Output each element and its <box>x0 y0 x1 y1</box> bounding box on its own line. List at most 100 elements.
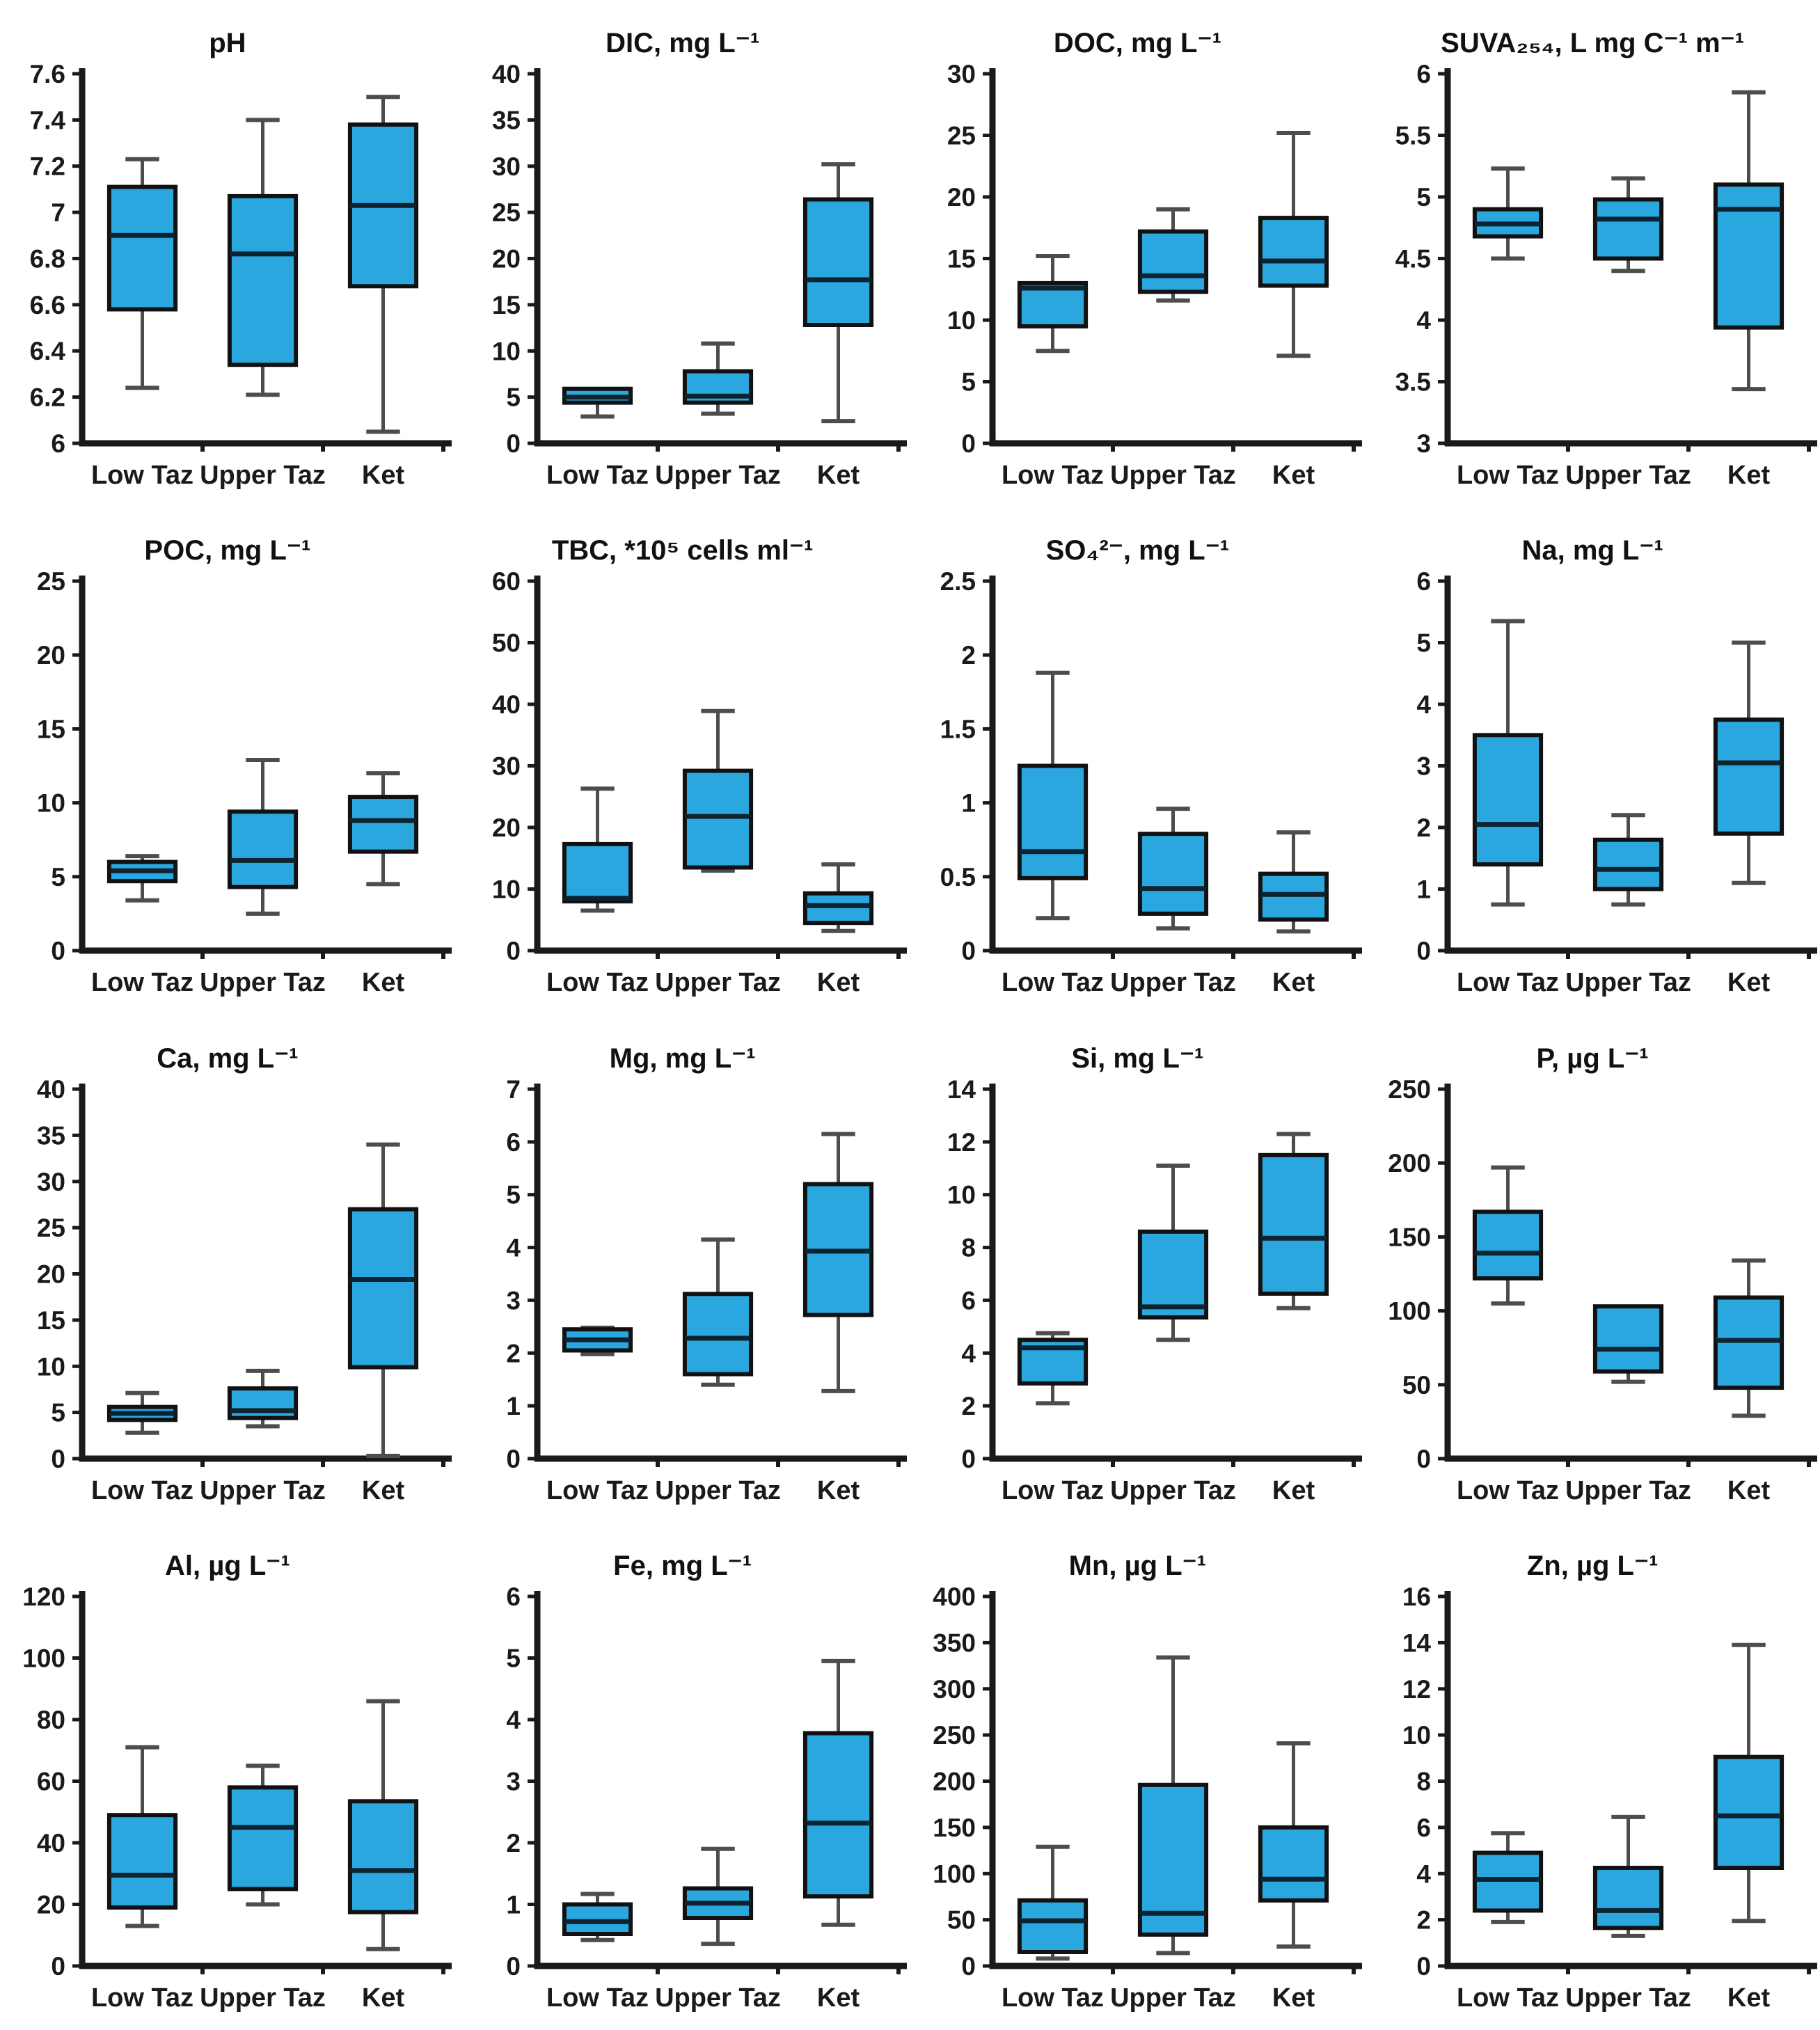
iqr-box <box>1137 1229 1208 1319</box>
iqr-box <box>803 197 874 327</box>
box-low-taz <box>1017 1844 1088 1961</box>
category-label: Ket <box>362 1476 405 1505</box>
y-tick-label: 5 <box>507 1644 521 1672</box>
box-upper-taz <box>228 1763 299 1907</box>
category-label: Upper Taz <box>1110 1476 1236 1505</box>
subplot-dic: DIC, mg L⁻¹ 0 5 10 15 20 25 30 35 40 Low Taz Upper… <box>455 0 910 507</box>
y-tick-label: 6 <box>1416 1814 1431 1842</box>
y-tick-label: 1 <box>961 789 976 818</box>
iqr-box <box>1137 229 1208 294</box>
y-tick-label: 1 <box>1416 875 1431 904</box>
iqr-box <box>1713 182 1784 330</box>
iqr-box <box>228 1785 299 1892</box>
boxplot-svg-dic: 0 5 10 15 20 25 30 35 40 Low Taz Upper Taz Ket <box>492 63 908 490</box>
y-tick-label: 0 <box>1416 1952 1431 1981</box>
plot-title-mn: Mn, µg L⁻¹ <box>1068 1550 1207 1581</box>
y-tick-label: 6.6 <box>30 291 65 319</box>
category-label: Ket <box>362 968 405 997</box>
subplot-na: Na, mg L⁻¹ 0 1 2 3 4 5 6 Low Taz Upper Taz Ket <box>1365 507 1820 1015</box>
plot-title-zn: Zn, µg L⁻¹ <box>1526 1550 1659 1581</box>
y-tick-label: 80 <box>37 1706 65 1734</box>
category-label: Upper Taz <box>655 968 781 997</box>
y-tick-label: 7.6 <box>30 63 65 88</box>
iqr-box <box>1017 1898 1088 1954</box>
iqr-box <box>107 184 178 312</box>
y-tick-label: 5 <box>961 368 976 397</box>
y-tick-label: 40 <box>37 1078 65 1104</box>
category-label: Low Taz <box>546 1983 649 2013</box>
box-ket <box>803 862 874 933</box>
plot-title-suva254: SUVA₂₅₄, L mg C⁻¹ m⁻¹ <box>1441 28 1745 58</box>
iqr-box <box>683 768 754 870</box>
iqr-box <box>1592 197 1663 261</box>
subplot-mg: Mg, mg L⁻¹ 0 1 2 3 4 5 6 7 Low Taz Upper Taz Ket <box>455 1015 910 1523</box>
subplot-doc: DOC, mg L⁻¹ 0 5 10 15 20 25 30 Low Taz Upper Taz… <box>910 0 1366 507</box>
y-tick-label: 100 <box>1388 1296 1431 1325</box>
y-tick-label: 5 <box>52 1398 66 1427</box>
box-low-taz <box>1472 166 1543 261</box>
boxplot-svg-tbc: 0 10 20 30 40 50 60 Low Taz Upper Taz Ket <box>492 570 908 997</box>
plot-title-p: P, µg L⁻¹ <box>1536 1042 1649 1074</box>
subplot-poc: POC, mg L⁻¹ 0 5 10 15 20 25 Low Taz Upper Taz Ke… <box>0 507 455 1015</box>
category-label: Ket <box>817 1983 860 2013</box>
box-upper-taz <box>1592 1303 1663 1384</box>
category-label: Upper Taz <box>1565 1983 1691 2013</box>
y-tick-label: 50 <box>947 1905 976 1934</box>
y-tick-label: 10 <box>37 789 65 818</box>
iqr-box <box>1258 216 1329 288</box>
box-ket <box>1713 1642 1784 1924</box>
category-label: Ket <box>1272 1983 1315 2013</box>
subplot-al: Al, µg L⁻¹ 0 20 40 60 80 100 120 Low Taz Upper T… <box>0 1523 455 2030</box>
y-tick-label: 3.5 <box>1395 368 1430 397</box>
box-ket <box>1713 90 1784 392</box>
y-tick-label: 50 <box>1402 1370 1430 1399</box>
box-upper-taz <box>228 1368 299 1428</box>
box-ket <box>348 771 419 887</box>
category-label: Low Taz <box>546 461 649 490</box>
box-upper-taz <box>683 1237 754 1387</box>
category-label: Ket <box>817 1476 860 1505</box>
iqr-box <box>1592 837 1663 891</box>
y-tick-label: 20 <box>492 814 521 842</box>
y-tick-label: 4 <box>507 1233 521 1262</box>
y-tick-label: 1.5 <box>940 715 975 744</box>
box-low-taz <box>1472 1830 1543 1924</box>
subplot-si: Si, mg L⁻¹ 0 2 4 6 8 10 12 14 Low Taz Upper Taz Ke… <box>910 1015 1366 1523</box>
y-tick-label: 6.4 <box>30 337 66 365</box>
subplot-fe: Fe, mg L⁻¹ 0 1 2 3 4 5 6 Low Taz Upper Taz Ket <box>455 1523 910 2030</box>
box-upper-taz <box>228 118 299 397</box>
iqr-box <box>803 1731 874 1898</box>
boxplot-svg-mg: 0 1 2 3 4 5 6 7 Low Taz Upper Taz Ket <box>507 1078 908 1505</box>
category-label: Upper Taz <box>1110 461 1236 490</box>
boxplot-svg-p: 0 50 100 150 200 250 Low Taz Upper Taz Ket <box>1388 1078 1817 1505</box>
y-tick-label: 5.5 <box>1395 122 1430 150</box>
box-low-taz <box>1017 1331 1088 1405</box>
iqr-box <box>683 1291 754 1377</box>
y-tick-label: 200 <box>933 1767 976 1795</box>
boxplot-svg-suva254: 3 3.5 4 4.5 5 5.5 6 Low Taz Upper Taz Ket <box>1395 63 1817 490</box>
box-ket <box>1713 1258 1784 1418</box>
category-label: Ket <box>1727 1983 1771 2013</box>
y-tick-label: 0 <box>52 1445 66 1473</box>
category-label: Low Taz <box>546 968 649 997</box>
y-tick-label: 150 <box>1388 1223 1431 1251</box>
y-tick-label: 10 <box>37 1352 65 1381</box>
y-tick-label: 0 <box>961 1445 976 1473</box>
box-low-taz <box>1017 670 1088 921</box>
y-tick-label: 35 <box>37 1121 65 1150</box>
y-tick-label: 7.4 <box>30 106 66 134</box>
category-label: Ket <box>1727 461 1771 490</box>
box-upper-taz <box>1137 807 1208 931</box>
y-tick-label: 25 <box>37 1214 65 1242</box>
box-upper-taz <box>1137 1163 1208 1342</box>
subplot-p: P, µg L⁻¹ 0 50 100 150 200 250 Low Taz Upper Ta… <box>1365 1015 1820 1523</box>
iqr-box <box>348 1207 419 1370</box>
y-tick-label: 40 <box>492 63 521 88</box>
plot-title-so4: SO₄²⁻, mg L⁻¹ <box>1045 535 1230 566</box>
y-tick-label: 12 <box>947 1127 976 1156</box>
y-tick-label: 3 <box>1416 752 1431 781</box>
y-tick-label: 4 <box>1416 690 1431 719</box>
box-low-taz <box>107 1745 178 1928</box>
iqr-box <box>228 809 299 889</box>
y-tick-label: 5 <box>507 1180 521 1209</box>
